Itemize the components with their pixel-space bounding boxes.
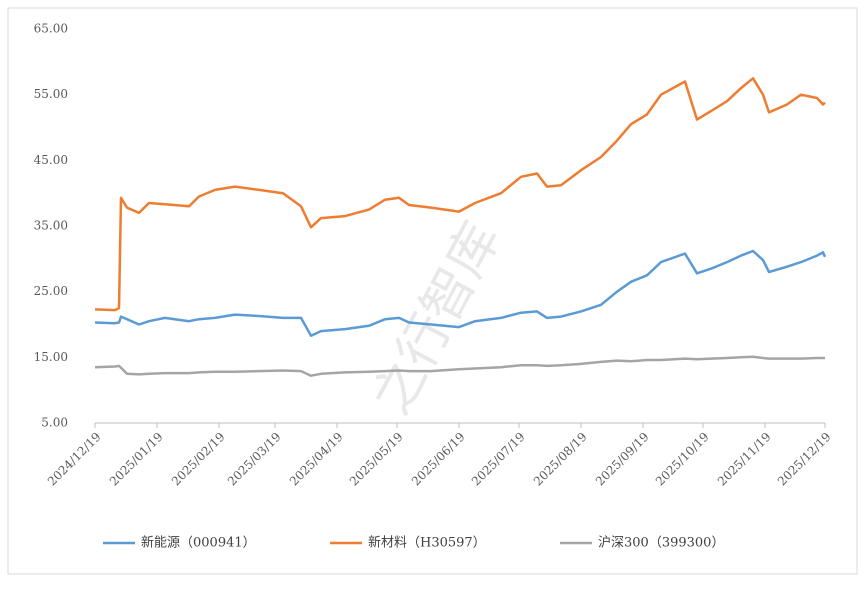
- legend-label: 沪深300（399300）: [598, 535, 724, 551]
- series-line: [94, 249, 827, 337]
- series-line: [94, 77, 826, 312]
- y-tick-label: 35.00: [34, 219, 68, 233]
- chart-frame: [7, 7, 858, 575]
- legend-label: 新能源（000941）: [141, 535, 256, 551]
- y-tick-label: 5.00: [41, 416, 68, 430]
- y-tick-label: 15.00: [34, 350, 68, 364]
- y-tick-label: 45.00: [34, 153, 68, 167]
- y-tick-label: 25.00: [34, 284, 68, 298]
- y-tick-label: 55.00: [34, 87, 68, 101]
- legend-label: 新材料（H30597）: [368, 535, 486, 551]
- y-tick-label: 65.00: [34, 22, 68, 36]
- series-line: [94, 355, 825, 377]
